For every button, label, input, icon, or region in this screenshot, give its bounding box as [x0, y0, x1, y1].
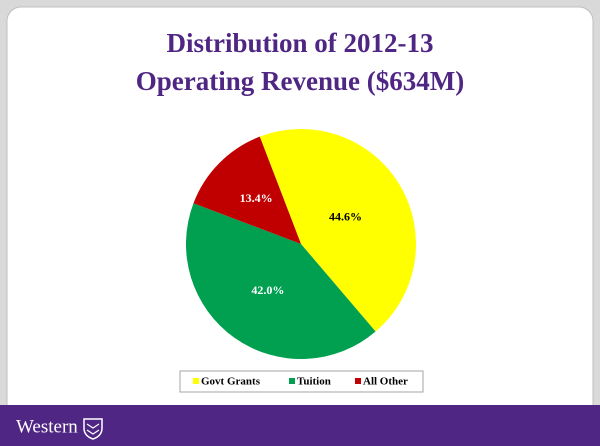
logo-text: Western — [16, 416, 78, 437]
pie-slice — [193, 136, 301, 244]
footer-band — [0, 405, 600, 446]
chart-title: Distribution of 2012-13 Operating Revenue… — [136, 28, 464, 96]
pie-slice — [186, 203, 376, 359]
legend-label: Tuition — [297, 376, 331, 388]
legend-label: All Other — [363, 376, 408, 388]
slice-label: 44.6% — [329, 209, 362, 223]
slice-label: 13.4% — [240, 191, 273, 205]
slice-label: 42.0% — [251, 283, 284, 297]
legend-swatch — [355, 378, 361, 384]
legend-swatch — [289, 378, 295, 384]
logo-shield — [83, 418, 103, 440]
legend-label: Govt Grants — [201, 376, 261, 388]
legend-box — [179, 370, 424, 393]
pie-slice — [259, 129, 416, 332]
legend-swatch — [193, 378, 199, 384]
